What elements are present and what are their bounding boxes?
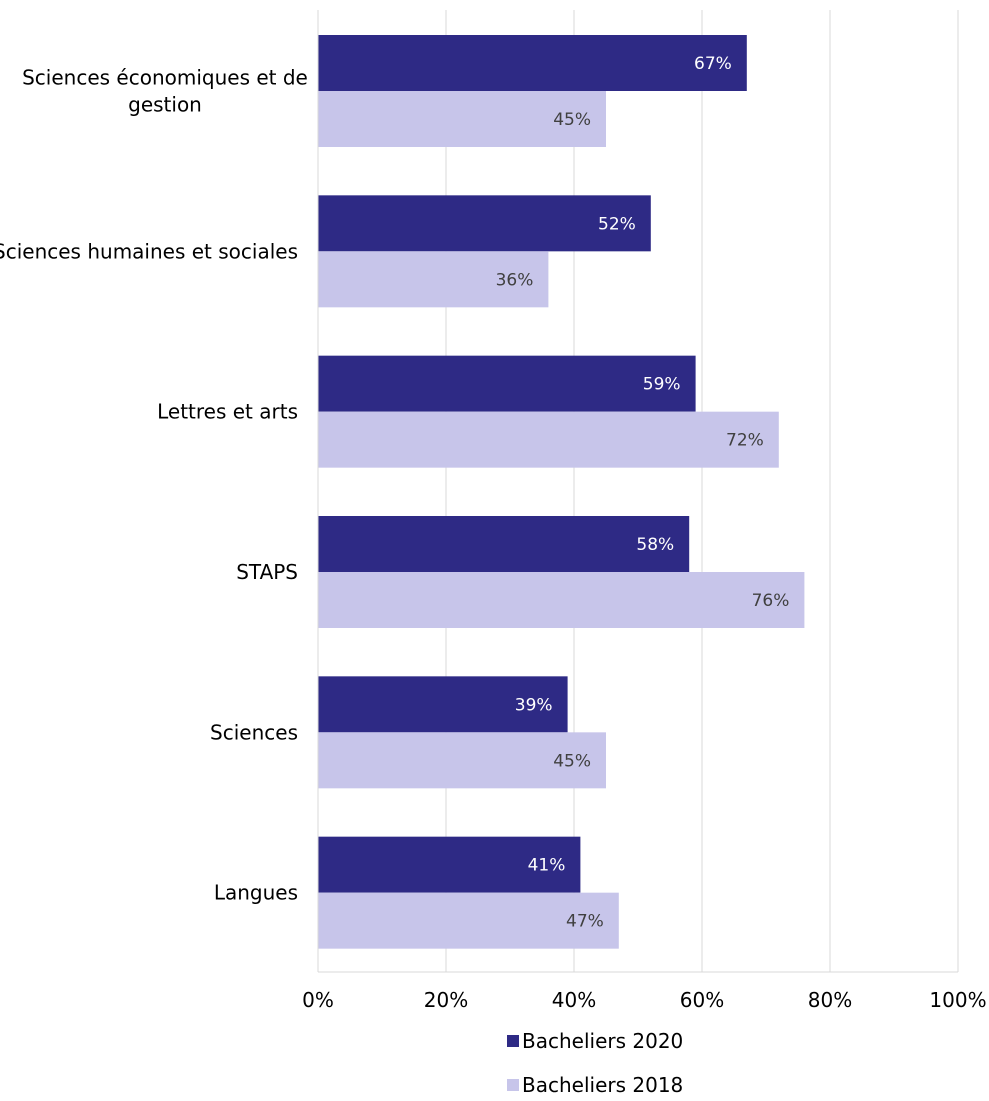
bar-series1	[318, 195, 651, 252]
data-label: 52%	[598, 214, 636, 234]
bar-series2	[318, 572, 805, 628]
x-tick-label: 60%	[680, 988, 724, 1012]
data-label: 72%	[726, 431, 764, 451]
data-label: 67%	[694, 54, 732, 74]
data-label: 76%	[752, 591, 790, 611]
bar-series2	[318, 892, 619, 949]
data-label: 59%	[643, 375, 681, 395]
data-label: 58%	[636, 535, 674, 555]
data-label: 41%	[528, 856, 566, 876]
category-label: Sciences humaines et sociales	[0, 239, 298, 263]
category-label: Sciences	[210, 720, 298, 744]
bar-series1	[318, 516, 690, 572]
data-label: 45%	[553, 110, 591, 130]
bar-series1	[318, 676, 568, 733]
legend-swatch	[507, 1035, 519, 1047]
bar-series2	[318, 411, 779, 468]
data-label: 45%	[553, 751, 591, 771]
category-label: Lettres et arts	[157, 400, 298, 424]
category-label: Langues	[214, 881, 298, 905]
bar-series2	[318, 732, 606, 789]
category-label: Sciences économiques et de gestion	[22, 66, 308, 117]
x-tick-label: 80%	[808, 988, 852, 1012]
data-label: 39%	[515, 695, 553, 715]
x-tick-label: 0%	[302, 988, 334, 1012]
data-label: 47%	[566, 912, 604, 932]
legend-swatch	[507, 1079, 519, 1091]
bar-series2	[318, 251, 549, 308]
x-tick-label: 20%	[424, 988, 468, 1012]
legend-label: Bacheliers 2020	[522, 1029, 683, 1053]
legend-label: Bacheliers 2018	[522, 1073, 683, 1097]
x-tick-label: 100%	[929, 988, 986, 1012]
category-label: STAPS	[236, 560, 298, 584]
bar-series2	[318, 91, 606, 147]
bar-series1	[318, 836, 581, 893]
data-label: 36%	[496, 270, 534, 290]
bar-series1	[318, 355, 696, 412]
bar-series1	[318, 35, 747, 91]
x-tick-label: 40%	[552, 988, 596, 1012]
